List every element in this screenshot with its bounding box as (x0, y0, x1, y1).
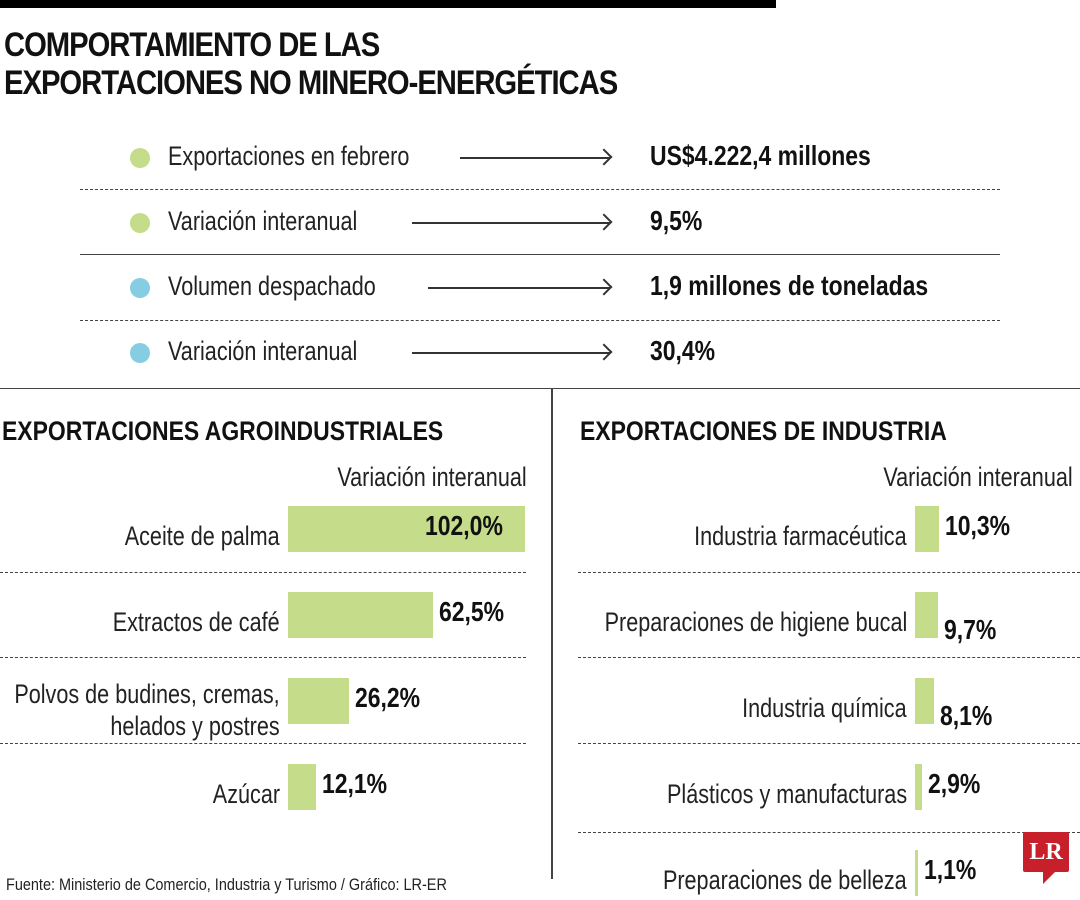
kpi-value: 1,9 millones de toneladas (650, 270, 929, 301)
category-text: Preparaciones de higiene bucal (604, 607, 907, 637)
agro-subtitle: Variación interanual (337, 462, 527, 492)
industry-bar (915, 764, 922, 810)
kpi-label: Volumen despachado (168, 271, 376, 301)
arrow-icon (412, 352, 610, 354)
industry-category-label: Preparaciones de higiene bucal (604, 592, 907, 638)
agro-bar (288, 764, 317, 810)
section-divider (0, 388, 1080, 389)
top-bar (0, 0, 776, 8)
kpi-value: US$4.222,4 millones (650, 140, 871, 171)
lr-logo: LR (1023, 832, 1069, 884)
kpi-label: Exportaciones en febrero (168, 141, 410, 171)
category-text: Industria farmacéutica (694, 521, 908, 551)
divider (80, 254, 1000, 255)
industry-value-label: 2,9% (927, 768, 981, 799)
divider (80, 189, 1000, 190)
arrow-icon (412, 222, 610, 224)
industry-category-label: Plásticos y manufacturas (667, 764, 907, 810)
category-text: Plásticos y manufacturas (666, 779, 907, 809)
industry-value-label: 8,1% (939, 700, 993, 731)
agro-title: EXPORTACIONES AGROINDUSTRIALES (2, 416, 444, 446)
title-line-1: COMPORTAMIENTO DE LAS (4, 26, 380, 64)
kpi-row: Variación interanual 9,5% (130, 202, 1010, 242)
industry-subtitle: Variación interanual (883, 462, 1073, 492)
agro-category-label: Extractos de café (113, 592, 280, 638)
title-line-2: EXPORTACIONES NO MINERO-ENERGÉTICAS (4, 64, 618, 102)
industry-value-label: 9,7% (943, 614, 996, 645)
agro-bar (288, 506, 525, 552)
kpi-label: Variación interanual (168, 336, 358, 366)
kpi-label: Variación interanual (168, 206, 358, 236)
divider (80, 320, 1000, 321)
industry-category-label: Preparaciones de belleza (663, 850, 907, 896)
agro-bar (288, 592, 433, 638)
bullet-dot-icon (130, 278, 150, 298)
row-divider (578, 572, 1080, 573)
kpi-value: 9,5% (650, 205, 703, 236)
industry-bar (915, 506, 939, 552)
agro-category-label: Azúcar (213, 764, 280, 810)
industry-category-label: Industria farmacéutica (695, 506, 908, 552)
arrow-icon (460, 157, 610, 159)
source-note: Fuente: Ministerio de Comercio, Industri… (6, 875, 447, 894)
row-divider (578, 743, 1080, 744)
industry-value-label: 1,1% (924, 854, 977, 885)
bullet-dot-icon (130, 148, 150, 168)
row-divider (0, 743, 526, 744)
bullet-dot-icon (130, 343, 150, 363)
industry-bar (915, 850, 918, 896)
industry-bar (915, 678, 934, 724)
row-divider (578, 657, 1080, 658)
category-text: Azúcar (212, 779, 280, 809)
category-text: Industria química (742, 693, 907, 723)
kpi-value: 30,4% (650, 335, 716, 366)
industry-value-label: 10,3% (944, 510, 1011, 541)
row-divider (578, 832, 1080, 833)
chart-title: COMPORTAMIENTO DE LAS EXPORTACIONES NO M… (4, 26, 618, 102)
row-divider (0, 657, 526, 658)
kpi-row: Exportaciones en febrero US$4.222,4 millo… (130, 137, 1010, 177)
category-text: Aceite de palma (125, 521, 280, 551)
arrow-icon (428, 287, 610, 289)
agro-value-label: 12,1% (322, 768, 388, 799)
agro-category-label: Aceite de palma (125, 506, 280, 552)
category-text: Preparaciones de belleza (663, 865, 907, 895)
row-divider (0, 572, 526, 573)
agro-category-label: Polvos de budines, cremas, helados y post… (15, 660, 280, 742)
agro-value-label: 102,0% (424, 510, 503, 541)
industry-category-label: Industria química (743, 678, 907, 724)
kpi-row: Volumen despachado 1,9 millones de tonela… (130, 267, 1010, 307)
category-line: Polvos de budines, cremas, helados y post… (14, 679, 280, 741)
kpi-row: Variación interanual 30,4% (130, 332, 1010, 372)
category-text: Extractos de café (113, 607, 280, 637)
industry-title: EXPORTACIONES DE INDUSTRIA (580, 416, 947, 446)
agro-bar (288, 678, 349, 724)
agro-value-label: 26,2% (354, 682, 420, 713)
industry-bar (915, 592, 938, 638)
agro-value-label: 62,5% (439, 596, 505, 627)
vertical-divider (551, 389, 553, 879)
bullet-dot-icon (130, 213, 150, 233)
